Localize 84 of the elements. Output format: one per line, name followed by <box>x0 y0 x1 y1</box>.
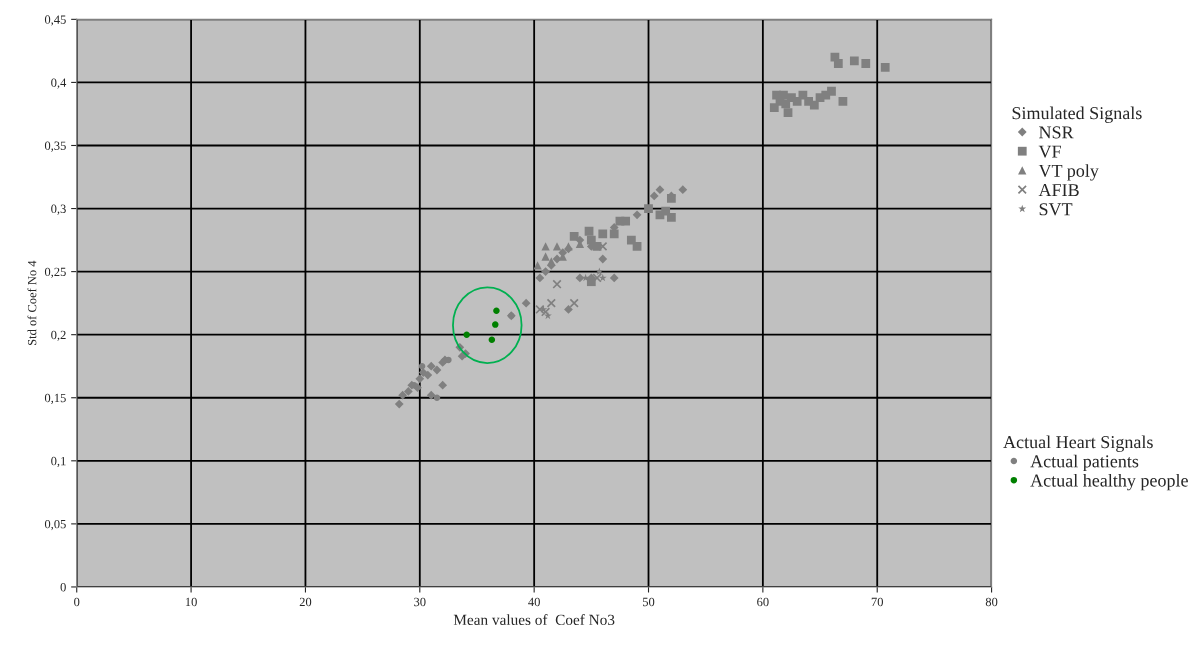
point <box>827 86 836 96</box>
y-tick-label: 0,45 <box>44 15 66 26</box>
x-tick-label: 70 <box>871 597 883 607</box>
point <box>493 307 500 314</box>
point <box>543 311 552 320</box>
point <box>541 267 550 277</box>
y-tick-label: 0,2 <box>51 330 66 341</box>
point <box>426 361 436 371</box>
point <box>521 298 531 308</box>
point <box>598 229 608 239</box>
point <box>598 254 608 264</box>
legend-title: Simulated Signals <box>1012 106 1142 123</box>
y-tick-label: 0 <box>60 582 66 592</box>
point <box>541 242 550 251</box>
point <box>595 267 604 275</box>
y-tick-label: 0,05 <box>44 519 66 531</box>
y-tick-label: 0,35 <box>44 141 66 152</box>
point <box>861 59 871 68</box>
point <box>880 62 890 72</box>
point <box>426 390 436 400</box>
point <box>666 212 676 222</box>
y-tick-label: 0,25 <box>44 267 66 278</box>
point <box>403 387 413 396</box>
point <box>433 394 441 402</box>
point <box>569 298 579 308</box>
point <box>809 100 819 110</box>
point <box>592 273 602 283</box>
x-tick-label: 0 <box>74 597 80 607</box>
point <box>445 356 452 364</box>
point <box>584 226 594 236</box>
x-tick-label: 60 <box>757 597 769 607</box>
point <box>463 331 470 338</box>
point <box>535 273 545 283</box>
point <box>546 298 556 308</box>
x-tick-label: 10 <box>185 597 197 607</box>
point <box>655 185 665 195</box>
point <box>772 90 781 100</box>
legend-label: VF <box>1038 145 1061 158</box>
point <box>621 216 631 226</box>
y-tick-label: 0,4 <box>51 78 67 89</box>
point <box>678 185 688 195</box>
point <box>438 380 448 390</box>
x-tick-label: 50 <box>642 597 655 607</box>
point <box>598 241 608 252</box>
point <box>644 204 653 213</box>
x-axis-title: Mean values of Coef No3 <box>453 614 615 626</box>
point <box>632 242 642 251</box>
legend-label: NSR <box>1039 126 1074 139</box>
point <box>564 305 573 314</box>
x-tick-label: 30 <box>414 597 426 607</box>
legend-label: Actual patients <box>1030 454 1139 472</box>
point <box>609 273 619 283</box>
point <box>488 336 496 343</box>
point <box>552 242 562 251</box>
point <box>783 108 793 118</box>
point <box>398 390 408 400</box>
point <box>541 252 550 261</box>
point <box>423 370 433 380</box>
point <box>849 56 859 66</box>
point <box>792 96 802 106</box>
legend-label: AFIB <box>1038 184 1079 196</box>
point <box>432 365 442 375</box>
y-tick-label: 0,15 <box>44 393 66 405</box>
point <box>575 273 585 283</box>
y-tick-label: 0,1 <box>51 456 66 468</box>
point <box>394 399 404 409</box>
x-tick-label: 80 <box>985 597 998 607</box>
legend-label: SVT <box>1039 203 1073 216</box>
point <box>649 191 659 201</box>
point <box>492 321 499 328</box>
point <box>533 261 542 270</box>
point <box>838 96 848 106</box>
point <box>418 362 426 370</box>
legend-label: VT poly <box>1038 164 1099 181</box>
point <box>552 279 562 289</box>
x-tick-label: 40 <box>528 597 540 607</box>
point <box>632 210 642 220</box>
y-axis-title: Std of Coef No 4 <box>27 260 37 346</box>
text: Actual Heart Signals <box>1003 435 1153 452</box>
point <box>833 59 843 68</box>
legend-label: Actual healthy people <box>1030 473 1188 491</box>
point <box>415 374 425 384</box>
x-tick-label: 20 <box>299 597 312 607</box>
y-tick-label: 0,3 <box>51 204 66 215</box>
